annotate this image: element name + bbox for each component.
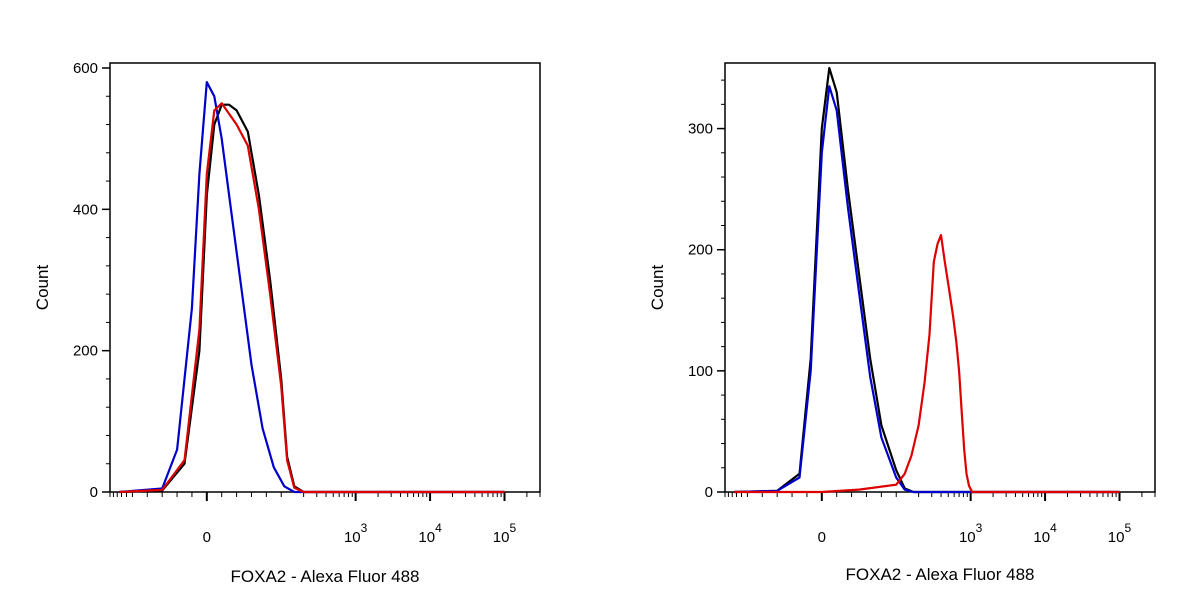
- y-tick-label: 100: [688, 363, 713, 380]
- plot-frame: [724, 62, 1156, 493]
- y-tick-label: 200: [688, 242, 713, 259]
- x-tick-label: 0: [818, 529, 826, 546]
- y-axis-title: Count: [648, 265, 667, 311]
- y-axis-title: Count: [33, 265, 52, 311]
- histogram-series-3: [734, 234, 1120, 494]
- x-tick-exponent: 3: [976, 521, 983, 535]
- x-tick-label: 105: [1108, 521, 1132, 546]
- histogram-series-3: [119, 102, 505, 494]
- histogram-series-2: [734, 85, 1120, 494]
- y-tick-label: 400: [73, 201, 98, 218]
- y-tick-label: 0: [705, 484, 713, 501]
- x-tick-exponent: 5: [1124, 521, 1131, 535]
- histogram-series-2: [119, 80, 505, 494]
- x-tick-label: 105: [493, 521, 517, 546]
- x-tick-label: 104: [418, 521, 442, 546]
- histogram-series-1: [119, 103, 505, 494]
- y-tick-label: 200: [73, 343, 98, 360]
- x-tick-label: 103: [344, 521, 368, 546]
- plot-frame: [109, 62, 541, 493]
- x-tick-exponent: 3: [361, 521, 368, 535]
- x-tick-exponent: 4: [435, 521, 442, 535]
- histogram-series-1: [734, 66, 1120, 494]
- panel-2: 0 100 200 300 0 103 104 105 FOXA2 - Alexa Fluor …: [648, 62, 1156, 584]
- x-tick-label: 104: [1033, 521, 1057, 546]
- x-tick-exponent: 4: [1050, 521, 1057, 535]
- y-tick-label: 300: [688, 121, 713, 138]
- x-tick-label: 103: [959, 521, 983, 546]
- x-axis-title: FOXA2 - Alexa Fluor 488: [846, 565, 1035, 584]
- y-tick-label: 600: [73, 60, 98, 77]
- x-tick-exponent: 5: [509, 521, 516, 535]
- x-axis-title: FOXA2 - Alexa Fluor 488: [231, 567, 420, 586]
- x-tick-label: 0: [203, 529, 211, 546]
- panel-1: 0 200 400 600 0 103 104 105 FOXA2 - Alexa Fluor …: [33, 60, 541, 586]
- y-tick-label: 0: [90, 484, 98, 501]
